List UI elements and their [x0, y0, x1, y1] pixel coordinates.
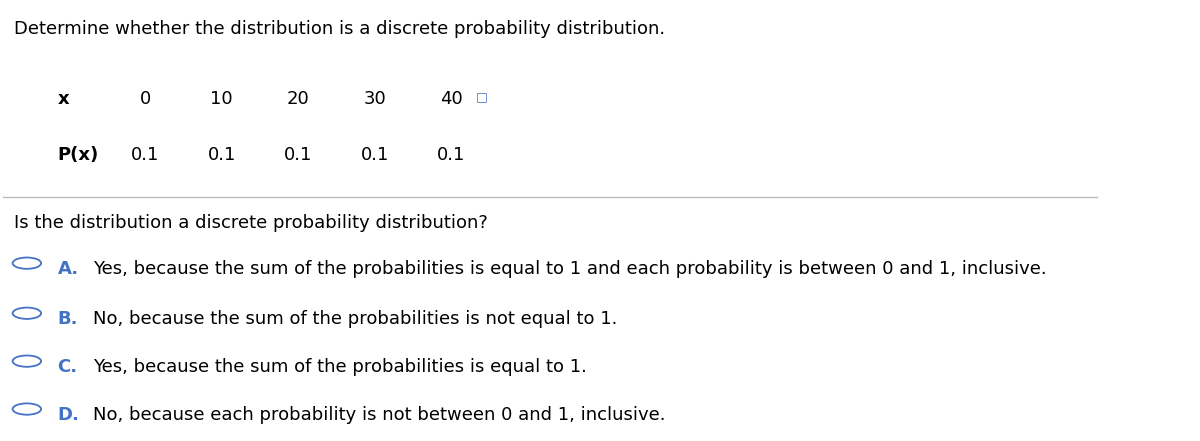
Text: No, because each probability is not between 0 and 1, inclusive.: No, because each probability is not betw…	[92, 406, 665, 423]
Text: 0.1: 0.1	[284, 146, 312, 164]
Text: 20: 20	[287, 90, 310, 108]
Text: D.: D.	[58, 406, 79, 423]
Text: No, because the sum of the probabilities is not equal to 1.: No, because the sum of the probabilities…	[92, 310, 617, 328]
Text: Yes, because the sum of the probabilities is equal to 1.: Yes, because the sum of the probabilitie…	[92, 358, 587, 376]
Text: 0.1: 0.1	[437, 146, 466, 164]
Text: P(x): P(x)	[58, 146, 98, 164]
Text: B.: B.	[58, 310, 78, 328]
Text: Yes, because the sum of the probabilities is equal to 1 and each probability is : Yes, because the sum of the probabilitie…	[92, 260, 1046, 278]
Text: x: x	[58, 90, 70, 108]
Text: A.: A.	[58, 260, 79, 278]
Text: 0.1: 0.1	[208, 146, 236, 164]
Text: C.: C.	[58, 358, 78, 376]
Text: 40: 40	[440, 90, 463, 108]
Text: Is the distribution a discrete probability distribution?: Is the distribution a discrete probabili…	[13, 214, 487, 232]
Text: 0: 0	[139, 90, 151, 108]
Text: Determine whether the distribution is a discrete probability distribution.: Determine whether the distribution is a …	[13, 20, 665, 38]
Text: 0.1: 0.1	[361, 146, 389, 164]
Text: □: □	[475, 90, 487, 103]
Text: 30: 30	[364, 90, 386, 108]
Text: 0.1: 0.1	[131, 146, 160, 164]
Text: 10: 10	[210, 90, 233, 108]
